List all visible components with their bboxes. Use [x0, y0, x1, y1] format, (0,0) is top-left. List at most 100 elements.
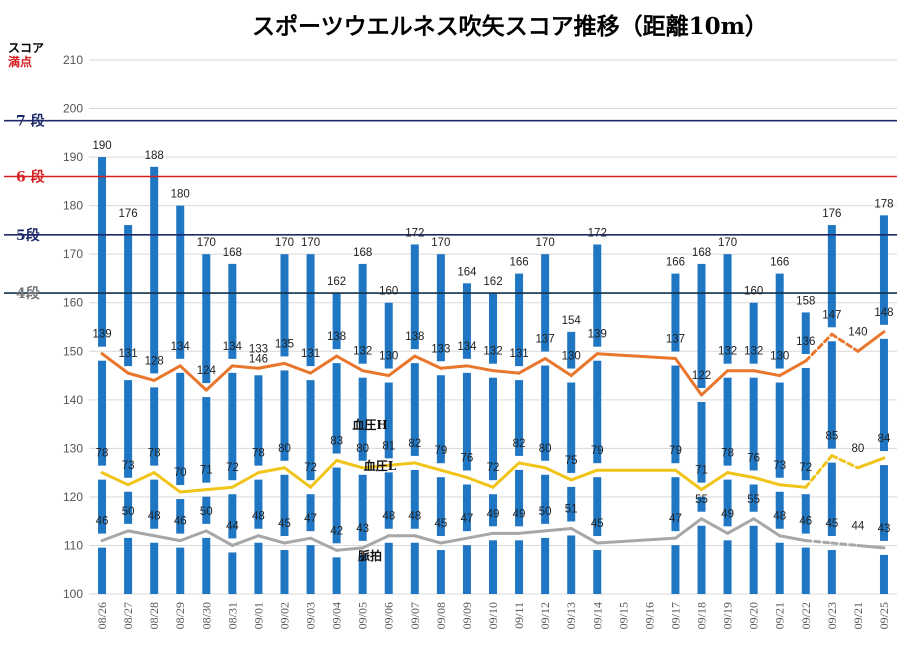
x-tick-label: 09/01 [251, 602, 265, 629]
data-label: 72 [304, 462, 317, 474]
data-label: 75 [565, 455, 578, 467]
score-bar [358, 377, 367, 461]
score-bar [697, 401, 706, 483]
data-label: 50 [200, 506, 213, 518]
series-line-segment [256, 534, 286, 545]
score-bar [462, 283, 471, 359]
score-bar [436, 375, 445, 464]
series-line-segment [204, 529, 234, 547]
score-bar [332, 467, 341, 544]
series-line-segment [361, 534, 391, 550]
x-tick-label: 09/12 [538, 602, 552, 629]
score-bar [749, 302, 758, 364]
series-line-segment [309, 536, 339, 552]
x-tick-label: 09/08 [434, 602, 448, 629]
series-line-segment [804, 539, 834, 545]
score-bar [593, 244, 602, 347]
data-label: 140 [848, 326, 867, 338]
series-line-segment [517, 461, 547, 470]
series-line-segment [204, 364, 234, 392]
series-line-segment [387, 354, 417, 378]
data-label: 132 [744, 346, 763, 358]
x-tick-label: 09/06 [382, 602, 396, 629]
score-bar [827, 225, 836, 328]
score-bar [228, 263, 237, 359]
x-tick-label: 09/16 [642, 602, 656, 629]
data-label: 82 [513, 438, 526, 450]
data-label: 84 [878, 433, 891, 445]
data-label: 55 [747, 494, 760, 506]
score-bar [775, 273, 784, 369]
score-bar [332, 557, 341, 594]
data-label: 168 [353, 247, 372, 259]
series-line-segment [100, 471, 130, 487]
x-tick-label: 09/20 [747, 602, 761, 629]
data-label: 79 [434, 445, 447, 457]
data-label: 80 [278, 443, 291, 455]
data-label: 176 [119, 208, 138, 220]
data-label: 138 [327, 331, 346, 343]
score-bar [436, 477, 445, 537]
data-label: 139 [588, 329, 607, 341]
score-bar [827, 550, 836, 594]
score-bar [541, 365, 550, 461]
data-label: 72 [799, 462, 812, 474]
score-bar [124, 491, 133, 524]
data-label: 166 [509, 257, 528, 269]
x-tick-label: 09/14 [590, 602, 604, 629]
score-bar [489, 494, 497, 527]
data-label: 71 [695, 465, 708, 477]
series-line-segment [309, 354, 339, 375]
x-tick-label: 09/18 [695, 602, 709, 629]
rank-label: 7 段 [16, 113, 45, 130]
data-label: 132 [483, 346, 502, 358]
data-label: 147 [822, 309, 841, 321]
series-line-segment [830, 454, 860, 470]
series-line-segment [178, 364, 208, 392]
score-bar [462, 372, 471, 471]
y-tick-label: 100 [63, 587, 83, 601]
series-line-segment [830, 541, 860, 547]
score-bar [541, 537, 550, 594]
data-label: 85 [825, 431, 838, 443]
score-bar [541, 254, 550, 352]
score-bar [150, 166, 159, 374]
data-label: 45 [278, 518, 291, 530]
data-label: 162 [483, 276, 502, 288]
score-bar [280, 370, 289, 461]
data-label: 137 [666, 334, 685, 346]
score-bar [358, 474, 367, 541]
data-label: 135 [275, 338, 294, 350]
data-label: 71 [200, 465, 213, 477]
score-bar [358, 554, 367, 594]
score-bar [410, 542, 419, 594]
data-label: 49 [487, 508, 500, 520]
data-label: 50 [539, 506, 552, 518]
data-label: 78 [252, 448, 265, 460]
score-bar [697, 525, 706, 594]
data-label: 132 [718, 346, 737, 358]
series-line-segment [673, 517, 704, 540]
series-line-segment [413, 354, 443, 370]
score-bar [671, 477, 680, 532]
series-line-segment [361, 369, 391, 378]
data-label: 134 [457, 341, 477, 353]
series-line-segment [569, 468, 599, 482]
series-line-segment [465, 364, 495, 373]
data-label: 160 [379, 286, 398, 298]
score-bar [254, 479, 263, 529]
data-label: 158 [796, 295, 815, 307]
score-bar [202, 537, 211, 594]
score-bar [827, 462, 836, 537]
data-label: 132 [353, 346, 372, 358]
x-tick-label: 09/15 [616, 602, 630, 629]
score-bar [436, 550, 445, 594]
score-bar [515, 540, 524, 594]
data-label: 72 [226, 462, 239, 474]
series-name-label: 脈拍 [358, 548, 382, 563]
x-tick-label: 09/19 [721, 602, 735, 629]
data-label: 82 [408, 438, 421, 450]
series-line-segment [465, 531, 495, 540]
series-line-segment [804, 332, 834, 363]
data-label: 170 [431, 237, 450, 249]
